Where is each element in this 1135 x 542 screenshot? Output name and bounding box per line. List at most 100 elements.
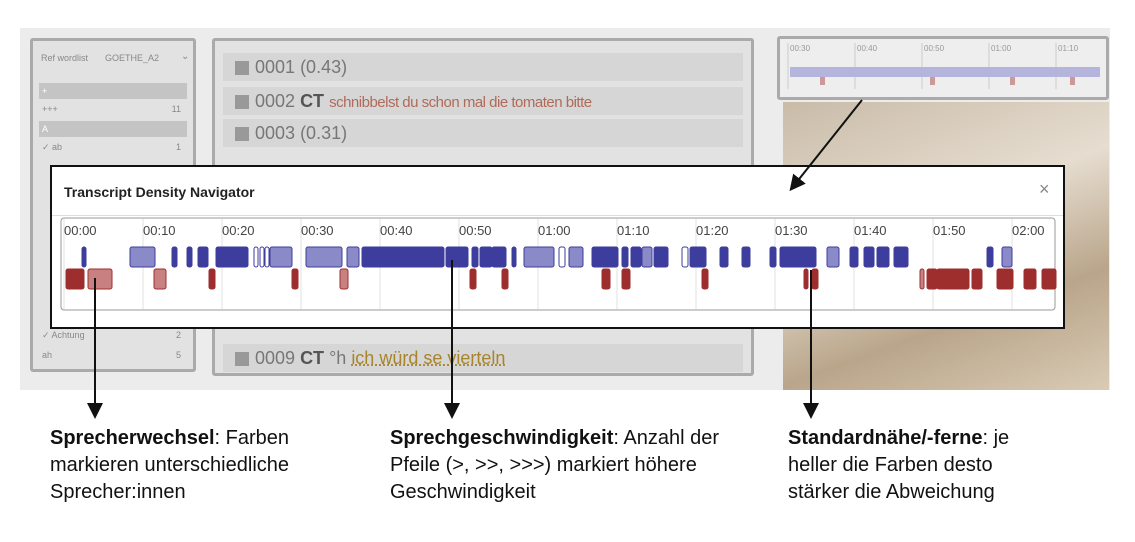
tick-label: 01:10 <box>1058 44 1079 53</box>
speaker-segment <box>926 268 938 290</box>
modal-close[interactable]: × <box>1039 179 1050 199</box>
speaker-segment <box>471 246 479 268</box>
speaker-segment <box>591 246 619 268</box>
wordlist-select[interactable]: GOETHE_A2 <box>105 53 160 63</box>
mini-timeline: 00:30 00:40 00:50 01:00 01:10 <box>777 36 1109 100</box>
speaker-segment <box>264 246 270 268</box>
wordlist-row: ✓ ab 1 <box>39 139 187 155</box>
row-count: 2 <box>175 330 181 340</box>
line-id: 0003 <box>255 123 296 143</box>
line-id: 0001 <box>255 57 296 77</box>
select-caret: ⌄ <box>181 51 190 62</box>
mini-segment <box>1070 77 1075 85</box>
tick-label: 00:30 <box>301 223 334 238</box>
tick-label: 01:10 <box>617 223 650 238</box>
row-label: ah <box>42 350 53 360</box>
speaker-segment <box>893 246 909 268</box>
speaker-segment <box>208 268 216 290</box>
annotation: Sprechgeschwindigkeit: Anzahl der Pfeile… <box>390 425 760 506</box>
speaker-segment <box>361 246 445 268</box>
speaker-segment <box>129 246 156 268</box>
speaker-segment <box>269 246 293 268</box>
tick-label: 01:30 <box>775 223 808 238</box>
wordlist-row: + <box>39 83 187 99</box>
tick-label: 00:00 <box>64 223 97 238</box>
line-id: 0002 <box>255 91 296 111</box>
mini-segment <box>820 77 825 85</box>
row-label: A <box>42 124 49 134</box>
speaker-segment <box>215 246 249 268</box>
annotation-text: : je heller die Farben desto stärker die… <box>788 427 1010 503</box>
speaker-segment <box>971 268 983 290</box>
tick-label: 01:00 <box>538 223 571 238</box>
wordlist-row: ✓ Achtung 2 <box>39 327 187 343</box>
line-id: 0009 <box>255 348 296 368</box>
timeline-frame <box>60 217 1056 311</box>
transcript-line: 0002 CT schnibbelst du schon mal die tom… <box>223 87 743 115</box>
speaker-segment <box>826 246 840 268</box>
speaker-segment <box>153 268 167 290</box>
modal-title: Transcript Density Navigator <box>64 184 255 200</box>
speaker-segment <box>769 246 777 268</box>
tick-label: 00:50 <box>924 44 945 53</box>
speaker-segment <box>501 268 509 290</box>
row-count: 1 <box>175 142 181 152</box>
speaker-segment <box>876 246 890 268</box>
speaker: CT <box>300 348 325 368</box>
row-label: ✓ ab <box>42 142 63 152</box>
speaker-segment <box>259 246 265 268</box>
speaker-segment <box>849 246 859 268</box>
speaker-segment <box>65 268 85 290</box>
speaker-segment <box>601 268 611 290</box>
speaker-segment <box>863 246 875 268</box>
annotation-term: Sprechgeschwindigkeit <box>390 427 614 449</box>
wordlist-row: ah 5 <box>39 347 187 363</box>
tick-label: 00:30 <box>790 44 811 53</box>
density-timeline: 00:00 00:10 00:20 00:30 00:40 00:50 01:00 01:10… <box>60 217 1057 311</box>
speaker-segment <box>197 246 209 268</box>
speaker-segment <box>558 246 566 268</box>
row-count: 11 <box>171 104 181 114</box>
speaker-segment <box>621 246 629 268</box>
speaker-segment <box>511 246 517 268</box>
tick-label: 01:50 <box>933 223 966 238</box>
line-text: schnibbelst du schon mal die tomaten bit… <box>329 94 592 111</box>
speaker-segment <box>701 268 709 290</box>
speaker-segment <box>81 246 87 268</box>
speaker-segment <box>630 246 642 268</box>
speaker-segment <box>1023 268 1037 290</box>
speaker-segment <box>171 246 178 268</box>
annotation: Standardnähe/-ferne: je heller die Farbe… <box>788 425 1058 506</box>
wordlist-label: Ref wordlist <box>41 53 89 63</box>
mini-segment <box>1010 77 1015 85</box>
tick-label: 01:20 <box>696 223 729 238</box>
mini-segment <box>930 77 935 85</box>
speaker-segment <box>305 246 343 268</box>
transcript-line: 0003 (0.31) <box>223 119 743 147</box>
speaker-segment <box>568 246 584 268</box>
speaker-segment <box>811 268 819 290</box>
speaker-segment <box>803 268 809 290</box>
speaker-segment <box>346 246 360 268</box>
transcript-line: 0009 CT °h ich würd se vierteln <box>223 344 743 372</box>
transcript-line: 0001 (0.43) <box>223 53 743 81</box>
speaker-segment <box>681 246 689 268</box>
annotation-term: Sprecherwechsel <box>50 427 215 449</box>
speaker-segment <box>1041 268 1057 290</box>
tick-label: 00:40 <box>857 44 878 53</box>
speaker-segment <box>469 268 477 290</box>
row-label: + <box>42 86 48 96</box>
speaker-segment <box>996 268 1014 290</box>
annotation-text: : Farben markieren unterschiedliche Spre… <box>50 427 290 503</box>
speaker-segment <box>186 246 193 268</box>
speaker-segment <box>491 246 507 268</box>
speaker-segment <box>445 246 469 268</box>
speaker-segment <box>523 246 555 268</box>
line-text: (0.31) <box>300 123 348 143</box>
speaker-segment <box>621 268 631 290</box>
tick-label: 02:00 <box>1012 223 1045 238</box>
tick-label: 00:20 <box>222 223 255 238</box>
speaker-segment <box>291 268 299 290</box>
tick-label: 00:50 <box>459 223 492 238</box>
